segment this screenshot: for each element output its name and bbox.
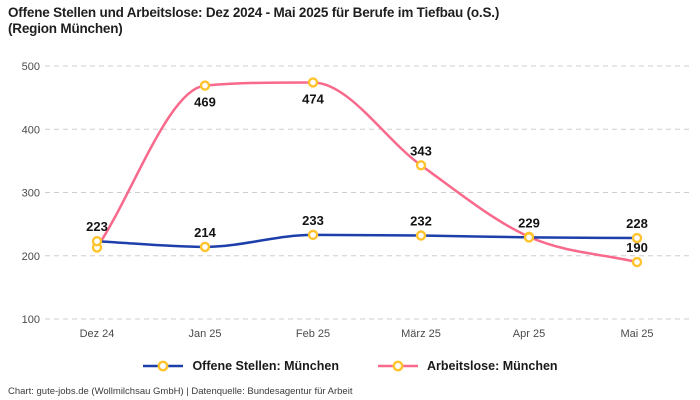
svg-text:474: 474: [302, 91, 324, 106]
legend-item-offene-stellen[interactable]: Offene Stellen: München: [142, 359, 339, 373]
chart-title: Offene Stellen und Arbeitslose: Dez 2024…: [8, 5, 692, 37]
svg-text:400: 400: [22, 124, 40, 136]
svg-text:190: 190: [626, 240, 648, 255]
svg-text:März 25: März 25: [401, 328, 441, 340]
svg-text:300: 300: [22, 188, 40, 200]
line-marker-icon: [377, 360, 418, 372]
svg-text:500: 500: [22, 61, 40, 73]
legend-item-arbeitslose[interactable]: Arbeitslose: München: [377, 359, 558, 373]
svg-text:343: 343: [410, 143, 432, 158]
svg-text:Apr 25: Apr 25: [513, 328, 545, 340]
svg-text:232: 232: [410, 214, 432, 229]
line-marker-icon: [143, 360, 184, 372]
chart-legend: Offene Stellen: München Arbeitslose: Mün…: [0, 359, 700, 373]
chart-title-line1: Offene Stellen und Arbeitslose: Dez 2024…: [8, 5, 500, 20]
svg-text:223: 223: [86, 219, 108, 234]
svg-text:Dez 24: Dez 24: [80, 328, 115, 340]
svg-text:200: 200: [22, 251, 40, 263]
chart-title-line2: (Region München): [8, 21, 123, 36]
svg-text:229: 229: [518, 215, 540, 230]
svg-text:214: 214: [194, 225, 216, 240]
svg-text:233: 233: [302, 213, 324, 228]
svg-text:Mai 25: Mai 25: [620, 328, 653, 340]
chart-svg: 100 200 300 400 500 Dez 24 Jan 25 Feb 25 März 25…: [22, 61, 690, 340]
chart-area: 100 200 300 400 500 Dez 24 Jan 25 Feb 25 März 25…: [0, 52, 700, 357]
legend-item-label: Offene Stellen: München: [192, 359, 339, 373]
legend-item-label: Arbeitslose: München: [426, 359, 558, 373]
svg-text:Jan 25: Jan 25: [188, 328, 221, 340]
svg-text:469: 469: [194, 95, 216, 110]
footer-credit: Chart: gute-jobs.de (Wollmilchsau GmbH) …: [8, 386, 353, 397]
svg-text:228: 228: [626, 216, 648, 231]
svg-text:Feb 25: Feb 25: [296, 328, 330, 340]
svg-text:100: 100: [22, 314, 40, 326]
